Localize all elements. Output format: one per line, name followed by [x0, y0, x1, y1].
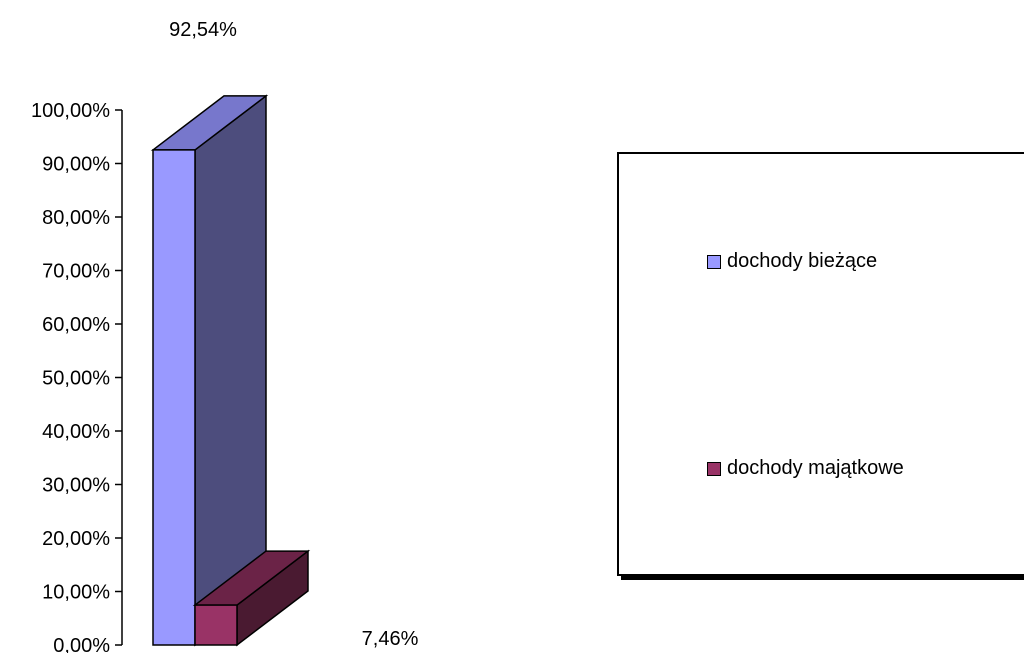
y-tick-label: 10,00%: [42, 582, 110, 604]
y-tick-label: 50,00%: [42, 368, 110, 390]
y-tick-label: 90,00%: [42, 154, 110, 176]
legend-item-dochody-majatkowe: dochody majątkowe: [707, 457, 904, 480]
y-tick-label: 60,00%: [42, 314, 110, 336]
bar-dochody-biezace: [152, 149, 196, 646]
y-tick-label: 30,00%: [42, 475, 110, 497]
data-label-dochody-majatkowe: 7,46%: [362, 628, 419, 650]
y-tick-label: 20,00%: [42, 528, 110, 550]
legend-swatch-dochody-majatkowe: [707, 461, 721, 476]
y-tick-label: 0,00%: [53, 635, 110, 653]
y-tick-label: 80,00%: [42, 207, 110, 229]
legend-swatch-dochody-biezace: [707, 254, 721, 269]
y-tick-label: 70,00%: [42, 261, 110, 283]
legend: dochody bieżące dochody majątkowe: [617, 152, 1024, 576]
legend-label-dochody-biezace: dochody bieżące: [727, 250, 878, 272]
legend-label-dochody-majatkowe: dochody majątkowe: [727, 457, 904, 479]
y-tick-label: 100,00%: [31, 100, 110, 122]
bar-dochody-majatkowe: [194, 604, 238, 646]
legend-item-dochody-biezace: dochody bieżące: [707, 250, 877, 273]
data-label-dochody-biezace: 92,54%: [169, 19, 237, 41]
y-tick-label: 40,00%: [42, 421, 110, 443]
